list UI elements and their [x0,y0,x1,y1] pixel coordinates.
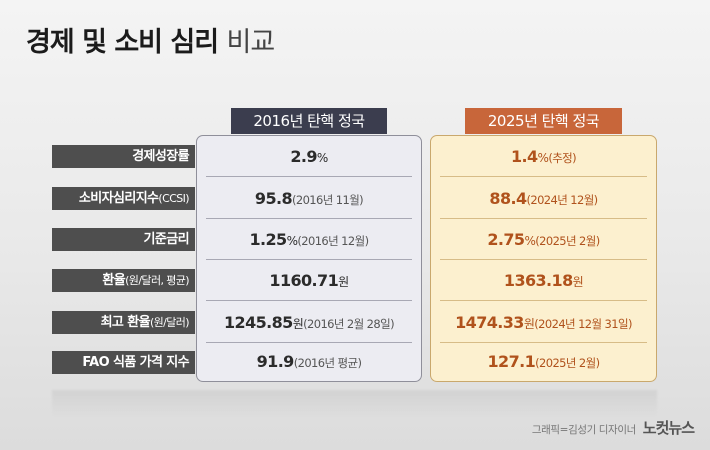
reflection-decoration [52,390,657,418]
row-divider [206,300,412,301]
page-title: 경제 및 소비 심리 비교 [26,20,276,59]
row-divider [206,259,412,260]
row-label: 기준금리 [52,228,195,251]
row-divider [206,176,412,177]
credit-line: 그래픽=김성기 디자이너 노컷뉴스 [531,417,695,438]
row-divider [440,342,647,343]
row-label: 소비자심리지수(CCSI) [52,187,195,210]
row-label: 경제성장률 [52,145,195,168]
credit-text: 그래픽=김성기 디자이너 [531,424,636,436]
row-label: 최고 환율(원/달러) [52,311,195,334]
header-2025: 2025년 탄핵 정국 [465,108,622,134]
row-divider [440,300,647,301]
value-2025: 1.4%(추정) [510,147,577,166]
row-divider [440,176,647,177]
title-main: 경제 및 소비 심리 [26,27,219,58]
value-2025: 127.1(2025년 2월) [487,352,601,371]
value-2025: 1474.33원(2024년 12월 31일) [455,313,632,332]
value-2016: 1160.71원 [269,271,349,290]
value-2025: 88.4(2024년 12월) [489,189,598,208]
row-label: 환율(원/달러, 평균) [52,269,195,292]
value-2016: 95.8(2016년 11월) [254,189,364,208]
value-2016: 1.25%(2016년 12월) [249,230,370,249]
row-label: FAO 식품 가격 지수 [52,351,195,374]
row-divider [206,218,412,219]
value-2016: 91.9(2016년 평균) [256,352,362,371]
header-2016: 2016년 탄핵 정국 [231,108,387,134]
row-divider [206,342,412,343]
value-2016: 2.9% [290,147,328,166]
row-divider [440,218,647,219]
value-2016: 1245.85원(2016년 2월 28일) [224,313,395,332]
title-light: 비교 [226,27,276,58]
value-2025: 2.75%(2025년 2월) [487,230,600,249]
value-2025: 1363.18원 [503,271,584,290]
publisher-logo: 노컷뉴스 [642,419,695,437]
row-divider [440,259,647,260]
